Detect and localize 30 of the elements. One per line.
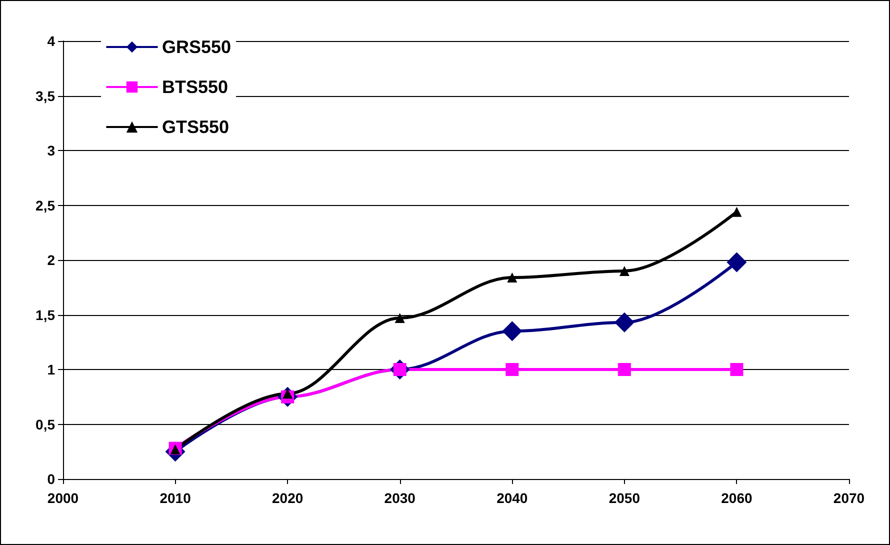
legend-label: BTS550	[162, 77, 228, 97]
legend-label: GRS550	[162, 37, 232, 57]
x-tick-label: 2000	[47, 490, 79, 506]
y-tick-label: 1	[47, 362, 56, 378]
point	[730, 363, 744, 376]
y-tick-label: 3	[47, 142, 56, 158]
x-tick-label: 2060	[721, 490, 752, 506]
point	[394, 313, 405, 324]
point	[502, 321, 522, 342]
point	[507, 272, 518, 283]
x-tick-label: 2040	[496, 490, 528, 506]
x-tick-label: 2070	[833, 490, 865, 506]
point	[726, 252, 747, 272]
point	[614, 312, 634, 332]
y-tick-label: 0	[47, 471, 56, 487]
x-tick-label: 2030	[384, 490, 416, 506]
x-tick-label: 2010	[160, 490, 192, 506]
y-tick-label: 0,5	[36, 416, 56, 432]
point	[619, 266, 630, 276]
y-tick-label: 1,5	[36, 306, 56, 323]
y-tick-label: 4	[47, 33, 56, 49]
y-tick-label: 2	[47, 252, 56, 268]
y-tick-label: 3,5	[36, 88, 56, 104]
x-tick-label: 2020	[272, 490, 304, 506]
x-tick-label: 2050	[608, 490, 640, 506]
legend-label: GTS550	[162, 117, 230, 137]
point	[732, 206, 742, 217]
y-tick-label: 2,5	[36, 197, 56, 214]
point	[618, 363, 631, 376]
point	[506, 363, 519, 376]
